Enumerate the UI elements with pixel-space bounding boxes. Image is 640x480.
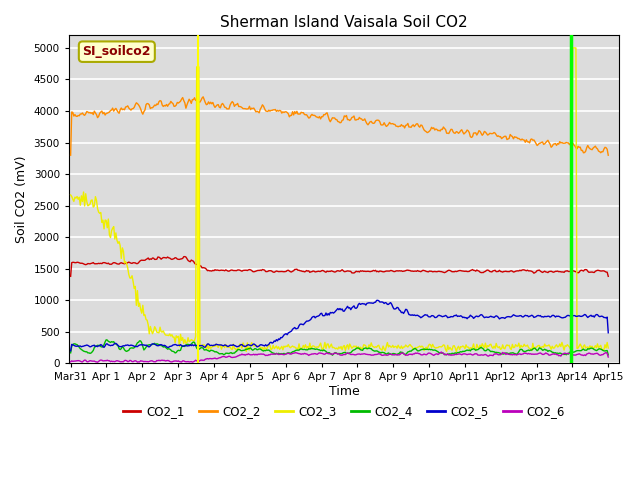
Text: SI_soilco2: SI_soilco2 bbox=[83, 45, 151, 58]
Legend: CO2_1, CO2_2, CO2_3, CO2_4, CO2_5, CO2_6: CO2_1, CO2_2, CO2_3, CO2_4, CO2_5, CO2_6 bbox=[118, 401, 570, 423]
Y-axis label: Soil CO2 (mV): Soil CO2 (mV) bbox=[15, 156, 28, 243]
X-axis label: Time: Time bbox=[328, 385, 359, 398]
Title: Sherman Island Vaisala Soil CO2: Sherman Island Vaisala Soil CO2 bbox=[220, 15, 468, 30]
